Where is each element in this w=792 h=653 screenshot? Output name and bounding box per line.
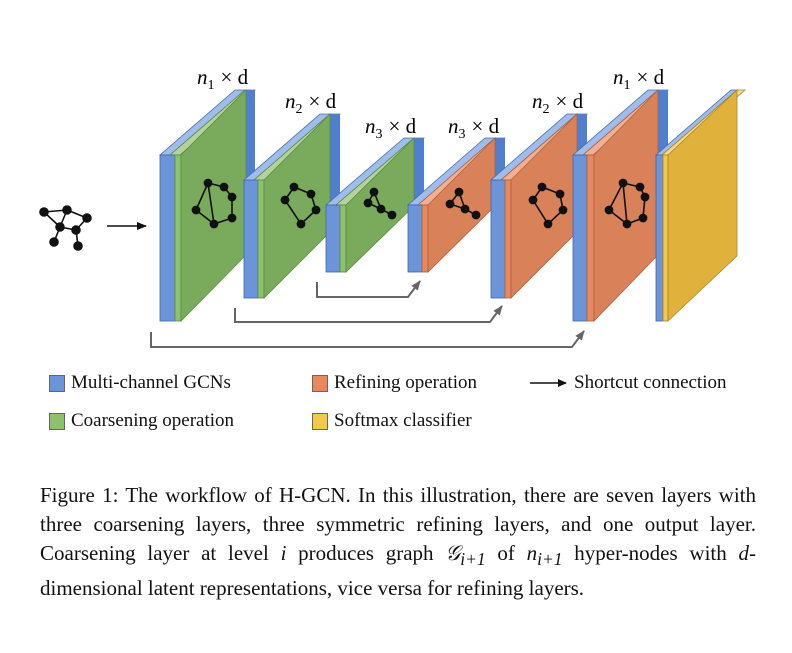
layer-6-refining <box>571 89 670 322</box>
layer-3-label: n3 × d <box>365 114 417 142</box>
shortcut-2-to-5 <box>234 305 503 323</box>
legend-refine-swatch <box>312 374 328 392</box>
shortcut-connections <box>150 280 585 348</box>
legend-gcn-swatch <box>49 374 65 392</box>
layer-1-label: n1 × d <box>197 65 249 93</box>
legend-refine-label: Refining operation <box>334 372 477 393</box>
legend-softmax-label: Softmax classifier <box>334 410 472 431</box>
layer-5-refining <box>489 113 589 299</box>
hgcn-workflow-diagram: n1 × d n2 × d n3 × d n3 × d n2 × d n1 × d <box>39 65 747 348</box>
layer-5-label: n2 × d <box>532 89 584 117</box>
legend-shortcut-arrow-icon <box>530 379 567 387</box>
layer-6-label: n1 × d <box>613 65 665 93</box>
shortcut-1-to-6 <box>150 330 585 348</box>
legend-softmax-swatch <box>312 412 328 430</box>
legend-coarsen: Coarsening operation <box>49 410 234 432</box>
layer-4-label: n3 × d <box>448 114 500 142</box>
layer-7-softmax <box>654 89 747 322</box>
layer-2-label: n2 × d <box>285 89 337 117</box>
input-graph-icon <box>39 205 92 251</box>
legend-coarsen-swatch <box>49 412 65 430</box>
legend-coarsen-label: Coarsening operation <box>71 410 235 431</box>
legend-softmax: Softmax classifier <box>312 410 472 432</box>
legend-refine: Refining operation <box>312 372 477 394</box>
layer-4-refining <box>406 137 507 273</box>
shortcut-3-to-4 <box>316 280 421 298</box>
legend-shortcut-label: Shortcut connection <box>574 372 727 393</box>
legend-shortcut: Shortcut connection <box>530 372 727 394</box>
legend-gcn: Multi-channel GCNs <box>49 372 231 394</box>
figure-caption: Figure 1: The workflow of H-GCN. In this… <box>40 483 756 601</box>
layer-1-coarsening <box>158 89 257 322</box>
legend-gcn-label: Multi-channel GCNs <box>71 372 231 393</box>
